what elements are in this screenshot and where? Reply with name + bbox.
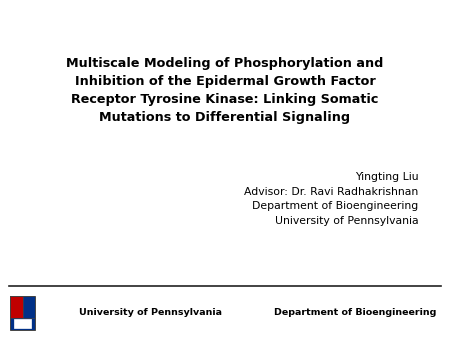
Text: Yingting Liu
Advisor: Dr. Ravi Radhakrishnan
Department of Bioengineering
Univer: Yingting Liu Advisor: Dr. Ravi Radhakris… (244, 172, 418, 225)
Text: University of Pennsylvania: University of Pennsylvania (79, 308, 222, 317)
Text: Multiscale Modeling of Phosphorylation and
Inhibition of the Epidermal Growth Fa: Multiscale Modeling of Phosphorylation a… (66, 57, 384, 124)
Bar (10, 318, 35, 330)
Bar (22, 296, 35, 318)
FancyBboxPatch shape (14, 319, 31, 328)
Bar (10, 296, 22, 318)
Text: Department of Bioengineering: Department of Bioengineering (274, 308, 436, 317)
Bar (10, 296, 35, 330)
